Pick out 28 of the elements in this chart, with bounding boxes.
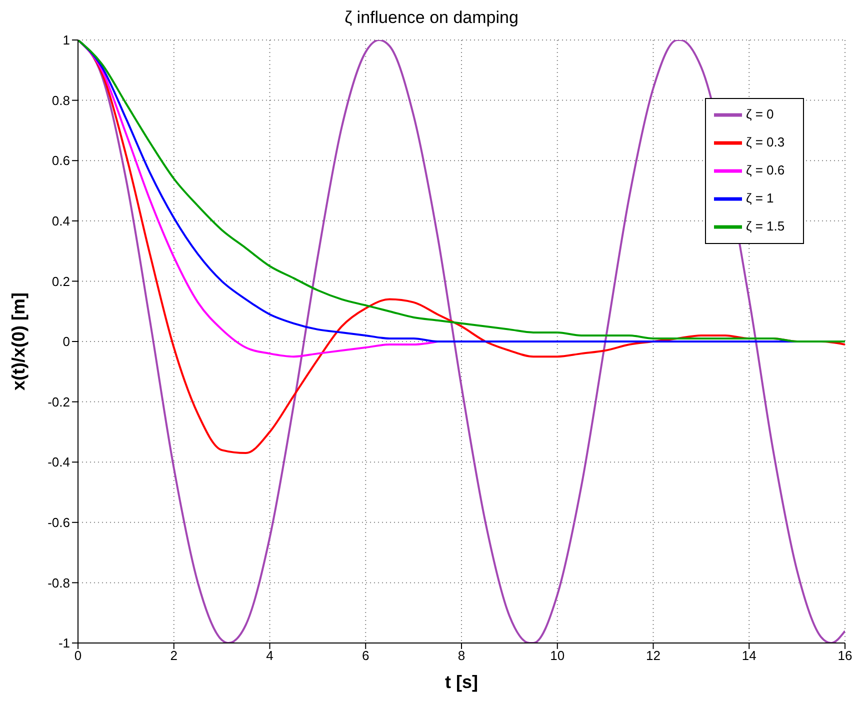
chart-title: ζ influence on damping <box>344 8 520 29</box>
legend-label: ζ = 0 <box>746 106 774 122</box>
x-tick-label: 6 <box>362 648 370 664</box>
y-tick-label: -0.6 <box>48 515 70 530</box>
y-tick-label: 0 <box>62 334 70 350</box>
x-tick-label: 16 <box>838 648 852 664</box>
x-tick-label: 10 <box>550 648 565 664</box>
legend-label: ζ = 1.5 <box>746 218 785 234</box>
x-tick-label: 4 <box>266 648 274 664</box>
y-axis-title: x(t)/x(0) [m] <box>8 292 28 390</box>
y-tick-label: -0.4 <box>48 454 70 470</box>
y-tick-label: -0.2 <box>48 394 70 410</box>
x-tick-label: 12 <box>646 648 660 664</box>
x-tick-label: 0 <box>74 648 82 664</box>
x-axis-title: t [s] <box>445 672 478 692</box>
legend-label: ζ = 1 <box>746 190 774 206</box>
y-tick-label: 0.2 <box>52 274 70 289</box>
x-tick-label: 14 <box>742 648 756 664</box>
x-tick-label: 2 <box>170 648 178 664</box>
y-tick-label: -1 <box>58 636 70 651</box>
legend-label: ζ = 0.6 <box>746 162 785 178</box>
y-tick-label: -0.8 <box>48 575 70 590</box>
y-tick-label: 0.4 <box>52 214 70 229</box>
legend-label: ζ = 0.3 <box>746 134 785 150</box>
y-tick-label: 0.6 <box>52 153 70 168</box>
x-tick-label: 8 <box>458 648 466 664</box>
y-tick-label: 0.8 <box>52 92 70 108</box>
y-tick-label: 1 <box>62 32 70 48</box>
